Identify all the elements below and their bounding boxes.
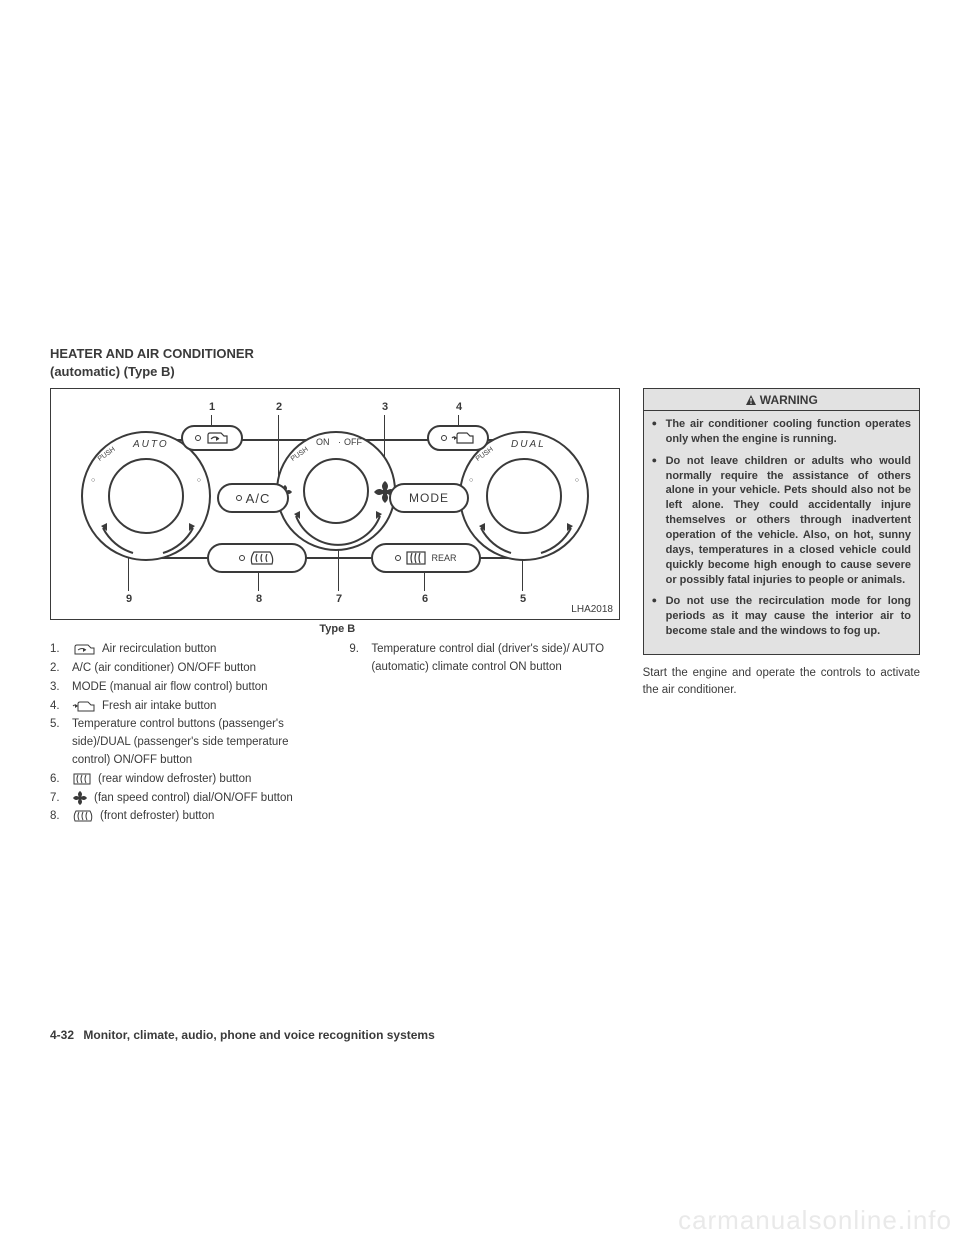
page-number: 4-32 (50, 1028, 74, 1042)
rear-defrost-icon (405, 550, 427, 566)
left-column: 1 2 3 4 9 8 7 6 5 (50, 388, 625, 827)
indicator-dot-icon (236, 495, 242, 501)
legend-col-1: 1. Air recirculation button 2. A/C (air … (50, 641, 325, 827)
legend-item-6: 6. (rear window defroster) button (50, 771, 325, 789)
legend-num: 2. (50, 660, 72, 678)
recirc-icon (72, 643, 96, 655)
legend-text: (rear window defroster) button (72, 771, 325, 789)
watermark: carmanualsonline.info (678, 1205, 952, 1236)
legend-list: 1. Air recirculation button 2. A/C (air … (50, 641, 625, 827)
legend-num: 8. (50, 808, 72, 826)
callout-7: 7 (333, 593, 345, 605)
rear-label: REAR (431, 553, 456, 563)
temp-arc-icon (461, 433, 591, 563)
legend-text: Temperature control buttons (passenger's… (72, 716, 325, 769)
legend-num: 7. (50, 790, 72, 808)
front-defrost-button (207, 543, 307, 573)
rear-defrost-button: REAR (371, 543, 481, 573)
legend-text: (fan speed control) dial/ON/OFF button (72, 790, 325, 808)
legend-item-2: 2. A/C (air conditioner) ON/OFF button (50, 660, 325, 678)
dot-sep: · (338, 437, 341, 447)
legend-label: (rear window defroster) button (98, 773, 251, 785)
callout-8: 8 (253, 593, 265, 605)
fresh-air-icon (72, 700, 96, 712)
legend-item-9: 9. Temperature control dial (driver's si… (349, 641, 624, 677)
legend-item-4: 4. Fresh air intake button (50, 698, 325, 716)
off-label: OFF (344, 437, 362, 447)
warning-bullet: The air conditioner cooling function ope… (652, 417, 911, 447)
push-label: PUSH (290, 446, 310, 463)
figure-caption: Type B (50, 623, 625, 635)
legend-item-7: 7. (fan speed control) dial/ON/OFF butto… (50, 790, 325, 808)
callout-1: 1 (206, 401, 218, 413)
chapter-title: Monitor, climate, audio, phone and voice… (83, 1028, 434, 1042)
fresh-air-icon (451, 431, 475, 445)
legend-label: Fresh air intake button (102, 700, 216, 712)
legend-item-8: 8. (front defroster) button (50, 808, 325, 826)
title-line-1: HEATER AND AIR CONDITIONER (50, 346, 254, 361)
warning-bullet: Do not use the recirculation mode for lo… (652, 594, 911, 639)
legend-text: Air recirculation button (72, 641, 325, 659)
recirculation-button (181, 425, 243, 451)
page-footer: 4-32 Monitor, climate, audio, phone and … (50, 1028, 435, 1042)
legend-text: MODE (manual air flow control) button (72, 679, 325, 697)
legend-item-3: 3. MODE (manual air flow control) button (50, 679, 325, 697)
temp-arc-icon (83, 433, 213, 563)
right-column: WARNING The air conditioner cooling func… (643, 388, 920, 827)
front-defrost-icon (72, 809, 94, 823)
mode-button: MODE (389, 483, 469, 513)
fresh-air-button (427, 425, 489, 451)
legend-label: (front defroster) button (100, 810, 214, 822)
figure-code: LHA2018 (571, 604, 613, 615)
callout-3: 3 (379, 401, 391, 413)
legend-num: 9. (349, 641, 371, 677)
rear-defrost-icon (72, 772, 92, 786)
legend-label: (fan speed control) dial/ON/OFF button (94, 792, 293, 804)
legend-item-1: 1. Air recirculation button (50, 641, 325, 659)
body-paragraph: Start the engine and operate the control… (643, 665, 920, 700)
callout-4: 4 (453, 401, 465, 413)
fan-arc-icon (288, 508, 388, 548)
legend-num: 1. (50, 641, 72, 659)
warning-body: The air conditioner cooling function ope… (644, 411, 919, 654)
warning-header: WARNING (644, 389, 919, 411)
fan-icon (72, 790, 88, 806)
on-label: ON (316, 437, 330, 447)
legend-num: 3. (50, 679, 72, 697)
recirc-icon (205, 431, 229, 445)
callout-6: 6 (419, 593, 431, 605)
indicator-dot-icon (195, 435, 201, 441)
warning-box: WARNING The air conditioner cooling func… (643, 388, 920, 655)
ac-button: A/C (217, 483, 289, 513)
warning-title: WARNING (760, 393, 818, 407)
legend-text: (front defroster) button (72, 808, 325, 826)
legend-num: 5. (50, 716, 72, 769)
title-line-2: (automatic) (Type B) (50, 364, 175, 379)
legend-label: Air recirculation button (102, 643, 216, 655)
legend-col-2: 9. Temperature control dial (driver's si… (349, 641, 624, 827)
legend-item-5: 5. Temperature control buttons (passenge… (50, 716, 325, 769)
ac-label: A/C (246, 491, 271, 506)
legend-text: Fresh air intake button (72, 698, 325, 716)
section-title: HEATER AND AIR CONDITIONER (automatic) (… (50, 345, 920, 380)
callout-5: 5 (517, 593, 529, 605)
front-defrost-icon (249, 549, 275, 567)
figure-diagram: 1 2 3 4 9 8 7 6 5 (50, 388, 620, 620)
indicator-dot-icon (395, 555, 401, 561)
callout-9: 9 (123, 593, 135, 605)
indicator-dot-icon (441, 435, 447, 441)
legend-text: A/C (air conditioner) ON/OFF button (72, 660, 325, 678)
legend-num: 6. (50, 771, 72, 789)
callout-2: 2 (273, 401, 285, 413)
legend-text: Temperature control dial (driver's side)… (371, 641, 624, 677)
indicator-dot-icon (239, 555, 245, 561)
warning-bullet: Do not leave children or adults who woul… (652, 454, 911, 588)
fan-speed-dial: PUSH ON · OFF (276, 431, 396, 551)
legend-num: 4. (50, 698, 72, 716)
mode-label: MODE (409, 491, 449, 505)
warning-triangle-icon (745, 394, 757, 406)
